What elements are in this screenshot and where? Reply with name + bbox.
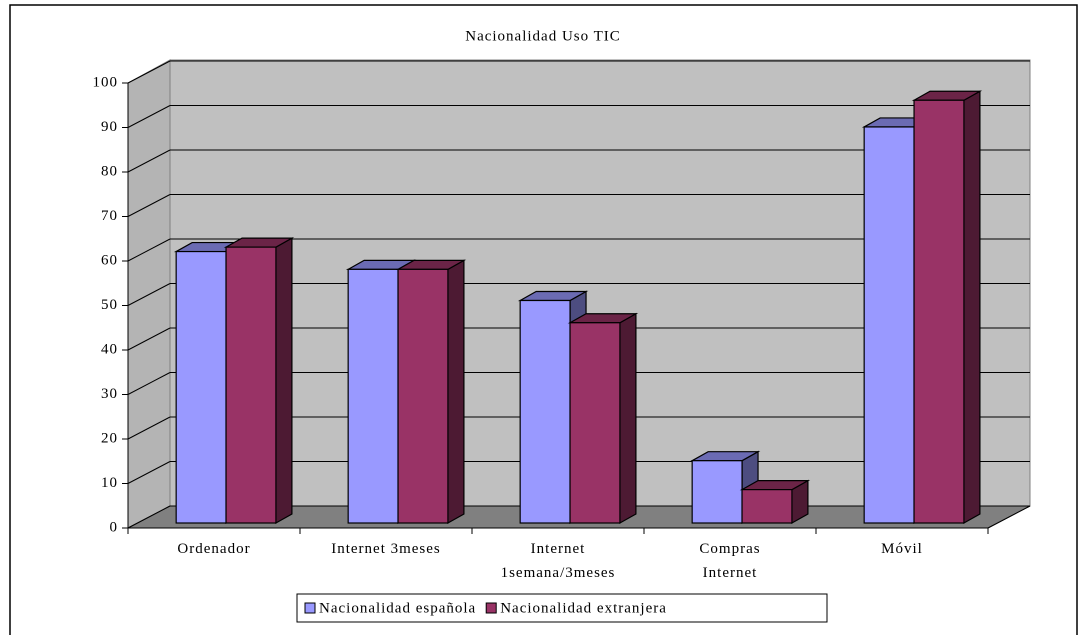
y-tick-label: 100 (93, 74, 119, 90)
x-tick-label: Ordenador (177, 541, 250, 557)
chart-title: Nacionalidad Uso TIC (465, 28, 621, 44)
x-tick-label-line: Móvil (881, 541, 923, 557)
y-tick-label: 40 (101, 341, 118, 357)
y-tick-label: 60 (101, 252, 118, 268)
x-tick-label-line: Compras (699, 541, 760, 557)
bar (175, 250, 227, 524)
bar (397, 268, 449, 524)
legend-label: Nacionalidad extranjera (500, 600, 667, 616)
x-tick-label-line: 1semana/3meses (501, 565, 616, 581)
side-grid-line (127, 372, 171, 395)
x-axis-depth (987, 505, 1031, 529)
side-grid-line (127, 283, 171, 306)
bar-side (275, 237, 293, 525)
legend-label: Nacionalidad española (319, 600, 476, 616)
x-tick-label: Móvil (881, 541, 923, 557)
bar (569, 322, 621, 524)
bar (863, 126, 915, 524)
legend-swatch (485, 602, 497, 614)
bar-side (963, 90, 981, 525)
legend-swatch (304, 602, 316, 614)
y-tick-label: 50 (101, 297, 118, 313)
bar-side (619, 312, 637, 525)
side-grid-line (127, 461, 171, 484)
side-grid-line (127, 238, 171, 262)
x-tick-label: Compras Internet (699, 541, 760, 581)
y-tick-label: 70 (101, 208, 118, 224)
y-tick-label: 10 (101, 475, 118, 491)
x-tick-label: Internet 3meses (331, 541, 441, 557)
bar (519, 299, 571, 524)
x-tick-label-line: Ordenador (177, 541, 250, 557)
legend (296, 593, 828, 623)
x-tick-label-line: Internet 3meses (331, 541, 441, 557)
y-tick-label: 0 (110, 519, 119, 535)
side-grid-line (127, 416, 171, 440)
bar (347, 268, 399, 524)
bar (741, 489, 793, 524)
side-grid-line (127, 149, 171, 173)
bar (225, 246, 277, 524)
x-tick-label-line: Internet (703, 565, 758, 581)
side-grid-line (127, 194, 171, 217)
y-tick-label: 30 (101, 386, 118, 402)
x-tick-label-line: Internet (531, 541, 586, 557)
bar (691, 460, 743, 524)
x-tick-label: Internet 1semana/3meses (501, 541, 616, 581)
side-grid-line (127, 505, 171, 529)
y-tick-label: 20 (101, 430, 118, 446)
bar (913, 99, 965, 524)
side-grid-line (127, 327, 171, 351)
side-grid-line (127, 60, 171, 84)
y-tick-label: 80 (101, 163, 118, 179)
side-grid-line (127, 105, 171, 128)
y-tick-label: 90 (101, 119, 118, 135)
bar-side (447, 259, 465, 525)
